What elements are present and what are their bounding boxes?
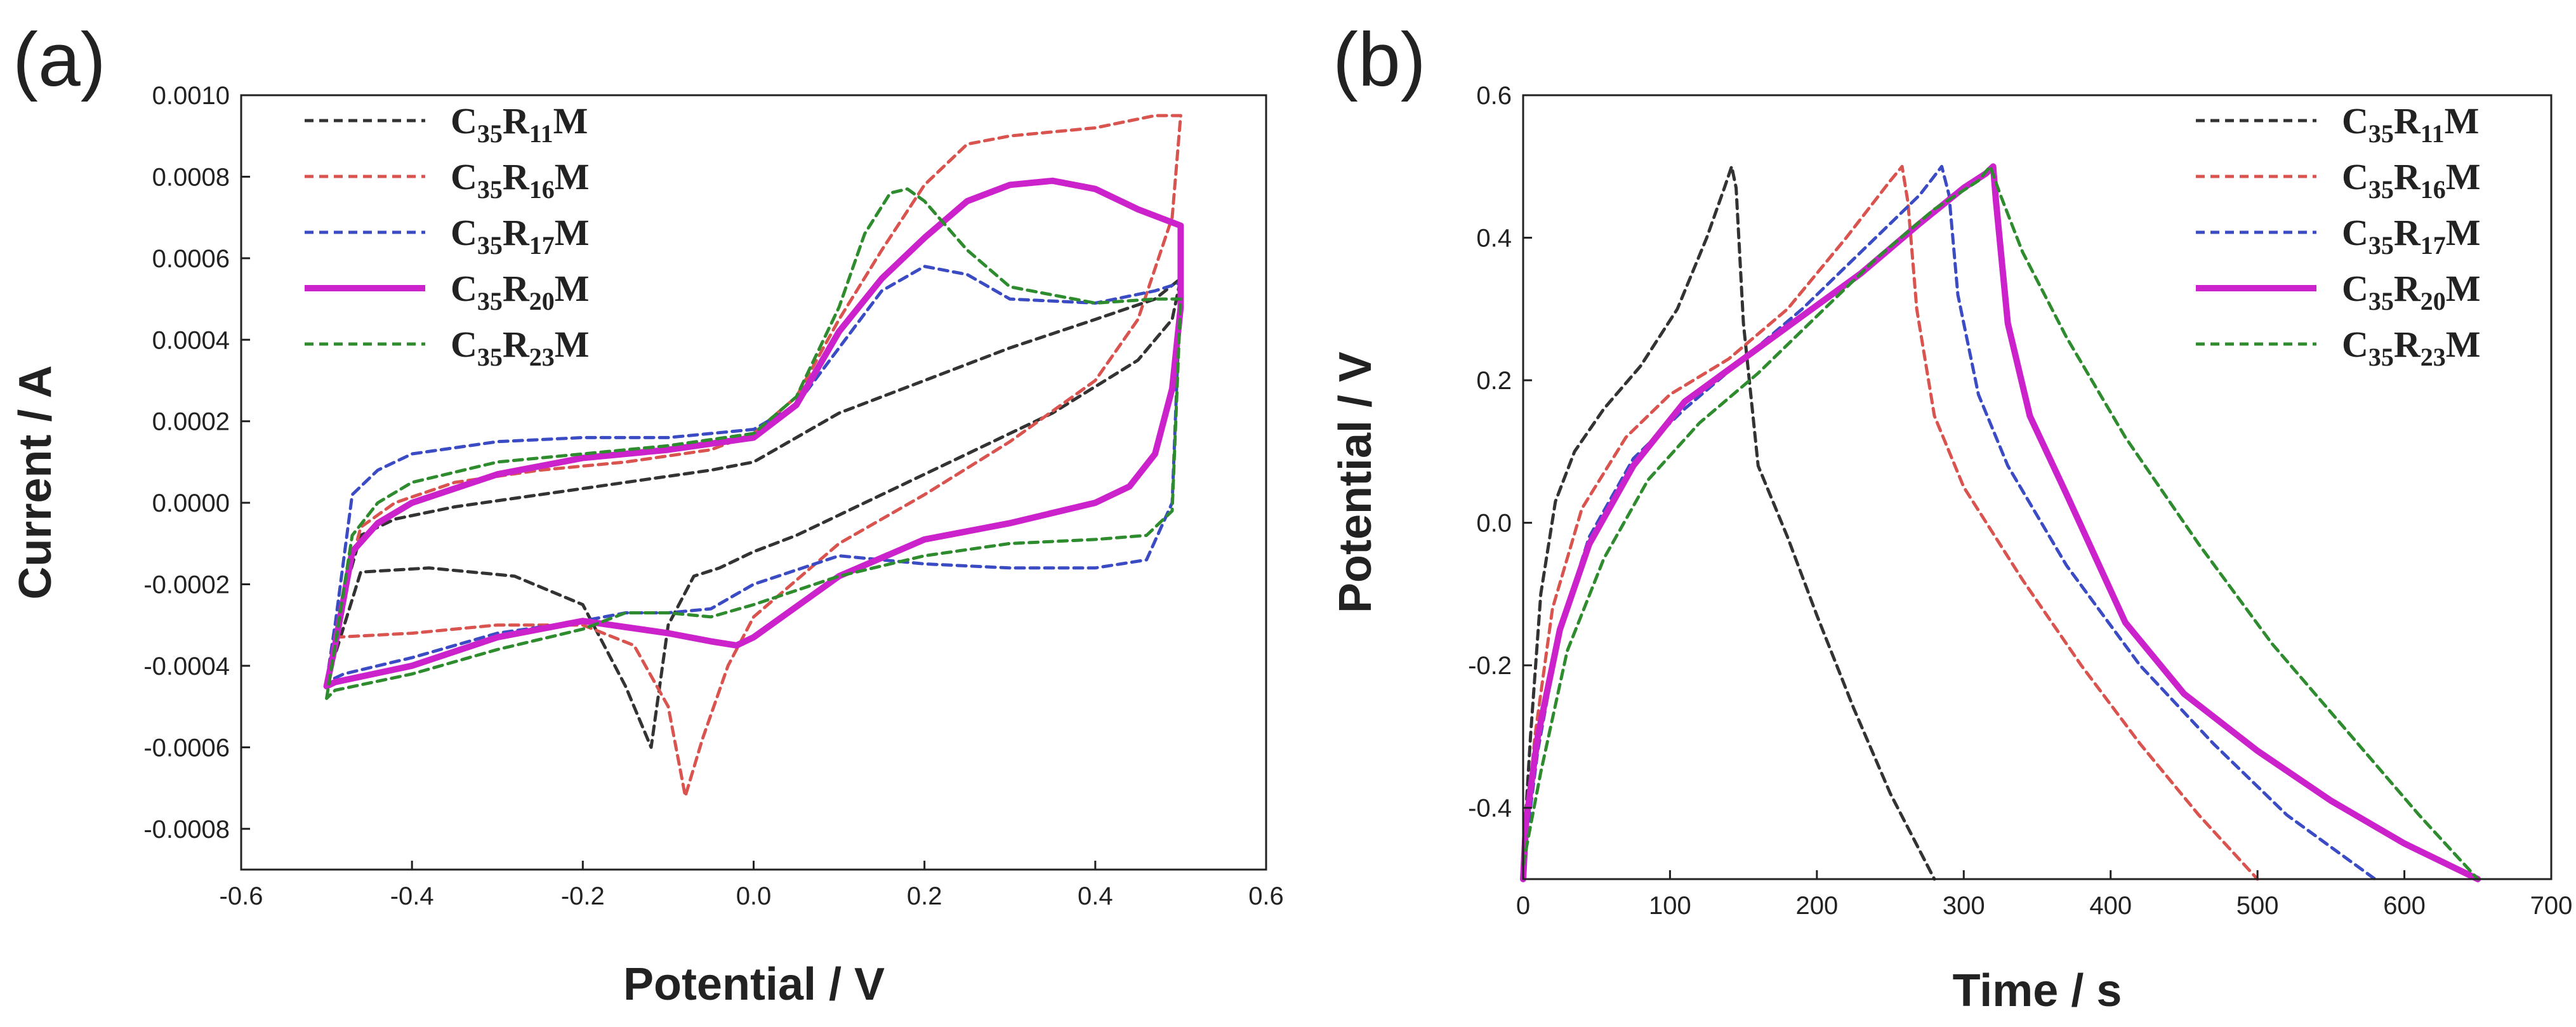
panel-b-legend: C35R11M C35R16M C35R17M C35R20M C35R23M	[2196, 100, 2481, 371]
panel-b-series-c35r16m	[1521, 164, 2259, 881]
panel-a-series-c35r23m	[325, 187, 1182, 700]
panel-a-legend-label-c35r11m: C35R11M	[451, 100, 588, 148]
panel-a-x-tick-label: 0.0	[736, 882, 772, 910]
panel-b-legend-label-c35r11m: C35R11M	[2342, 100, 2479, 148]
panel-a-y-tick-label: 0.0006	[152, 245, 230, 273]
panel-a-x-tick-label: -0.4	[390, 882, 434, 910]
panel-b-y-tick-label: 0.2	[1476, 367, 1512, 395]
panel-b-x-tick-label: 300	[1943, 892, 1985, 920]
panel-a-y-tick-label: -0.0002	[143, 571, 230, 599]
panel-b-legend-label-c35r23m: C35R23M	[2342, 324, 2481, 371]
panel-b-gcd-chart: (b) 0 100 200 300 400 500 600 700 -0.4 -0.2 0.0 0.2…	[1330, 17, 2572, 1016]
panel-a-y-tick-label: 0.0002	[152, 408, 230, 436]
panel-a-series-group	[323, 114, 1184, 798]
panel-b-legend-label-c35r20m: C35R20M	[2342, 268, 2481, 315]
panel-a-x-tick-label: -0.2	[561, 882, 605, 910]
panel-a-y-tick-label: 0.0010	[152, 82, 230, 110]
panel-a-y-tick-label: -0.0006	[143, 734, 230, 762]
panel-a-series-c35r20m	[323, 177, 1184, 690]
panel-b-x-tick-label: 500	[2236, 892, 2279, 920]
panel-a-legend-label-c35r17m: C35R17M	[451, 212, 590, 260]
panel-a-y-tick-label: 0.0008	[152, 163, 230, 191]
panel-b-x-tick-label: 700	[2530, 892, 2573, 920]
panel-a-plot-frame	[240, 94, 1267, 871]
panel-b-y-tick-label: 0.6	[1476, 82, 1512, 110]
panel-a-y-tick-label: -0.0008	[143, 816, 230, 844]
panel-a-legend-label-c35r23m: C35R23M	[451, 324, 590, 371]
panel-a-y-tick-label: -0.0004	[143, 653, 230, 680]
panel-b-y-tick-label: 0.4	[1476, 225, 1512, 253]
panel-a-x-tick-label: 0.4	[1078, 882, 1113, 910]
panel-a-x-axis-title: Potential / V	[623, 959, 885, 1010]
panel-b-x-tick-label: 200	[1795, 892, 1838, 920]
panel-a-y-tick-label: 0.0000	[152, 489, 230, 517]
panel-b-label: (b)	[1333, 17, 1426, 102]
panel-a-y-axis-title: Current / A	[10, 365, 61, 599]
panel-b-y-tick-label: -0.2	[1468, 652, 1512, 680]
panel-a-cv-chart: (a) -0.6 -0.4 -0.2 0.0 0.2 0.4 0.6 -0.0008 -0.00…	[10, 17, 1284, 1010]
panel-a-legend: C35R11M C35R16M C35R17M C35R20M C35R23M	[305, 100, 590, 371]
panel-a-series-c35r16m	[325, 114, 1182, 798]
panel-b-series-c35r17m	[1521, 164, 2377, 881]
panel-b-x-tick-label: 100	[1649, 892, 1691, 920]
panel-b-x-tick-label: 0	[1516, 892, 1530, 920]
panel-b-series-c35r11m	[1521, 164, 1936, 881]
panel-b-legend-label-c35r16m: C35R16M	[2342, 156, 2481, 204]
panel-b-series-c35r23m	[1521, 164, 2480, 881]
panel-b-series-group	[1520, 163, 2481, 882]
panel-b-x-tick-label: 600	[2383, 892, 2426, 920]
panel-b-y-axis-title: Potential / V	[1330, 352, 1381, 613]
panel-a-x-tick-label: 0.6	[1248, 882, 1284, 910]
panel-a-x-tick-label: 0.2	[907, 882, 942, 910]
panel-b-x-tick-label: 400	[2089, 892, 2132, 920]
panel-a-legend-label-c35r20m: C35R20M	[451, 268, 590, 315]
panel-a-y-tick-label: 0.0004	[152, 326, 230, 354]
panel-b-legend-label-c35r17m: C35R17M	[2342, 212, 2481, 260]
panel-b-series-c35r20m	[1520, 163, 2481, 882]
panel-b-plot-frame	[1522, 94, 2553, 880]
panel-b-y-tick-label: 0.0	[1476, 510, 1512, 538]
panel-b-ticks: 0 100 200 300 400 500 600 700 -0.4 -0.2 0.0 0.2 0.4 0…	[1468, 82, 2572, 920]
panel-a-legend-label-c35r16m: C35R16M	[451, 156, 590, 204]
panel-a-series-c35r11m	[325, 277, 1182, 749]
panel-a-label: (a)	[13, 17, 106, 102]
panel-a-x-tick-label: -0.6	[220, 882, 263, 910]
panel-a-ticks: -0.6 -0.4 -0.2 0.0 0.2 0.4 0.6 -0.0008 -0.0006 -0…	[143, 82, 1283, 910]
panel-b-y-tick-label: -0.4	[1468, 795, 1512, 823]
panel-b-x-axis-title: Time / s	[1953, 965, 2122, 1016]
